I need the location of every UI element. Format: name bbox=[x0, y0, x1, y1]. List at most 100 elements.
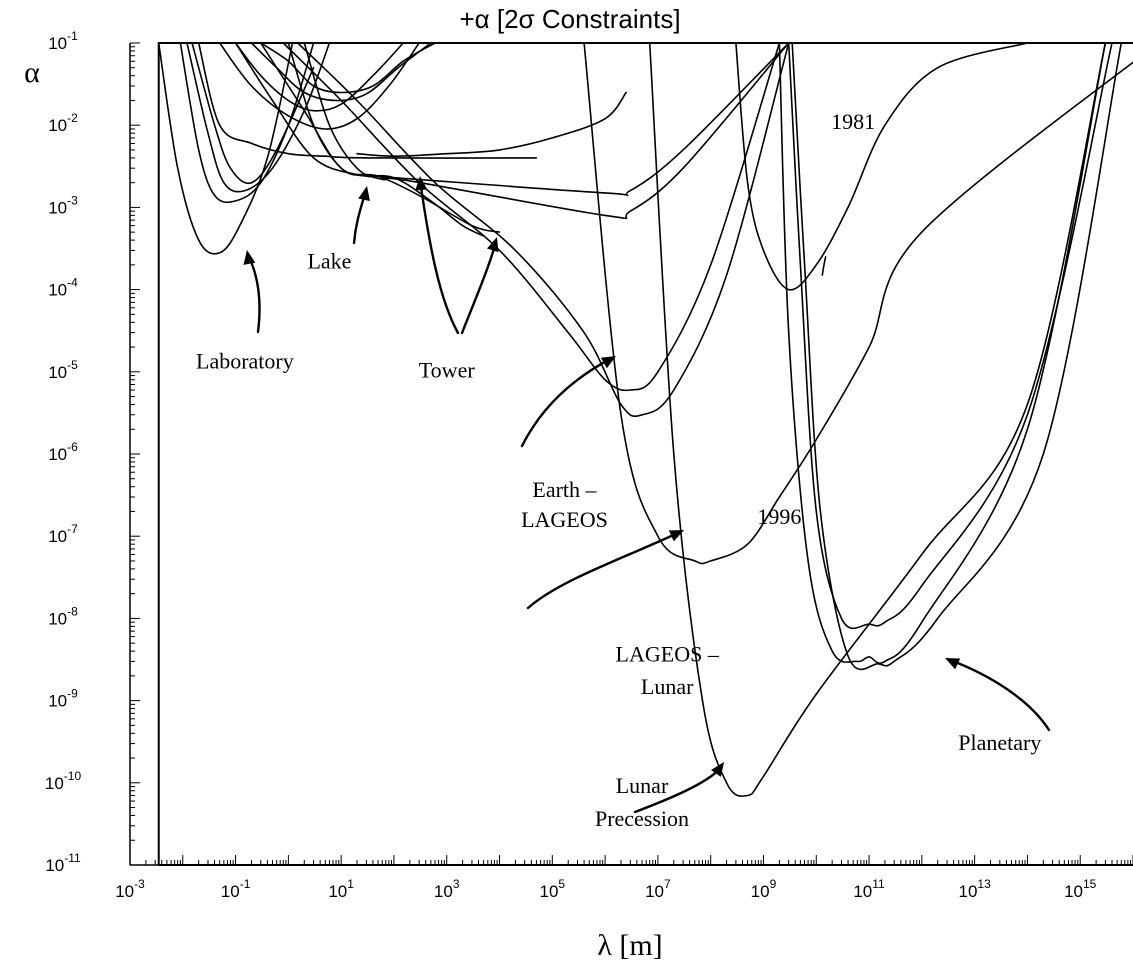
y-tick-label: 10-8 bbox=[48, 604, 78, 628]
y-tick-base: 10 bbox=[48, 445, 67, 464]
y-tick-exponent: -3 bbox=[67, 193, 78, 207]
annotation-label: Laboratory bbox=[196, 348, 294, 373]
y-tick-base: 10 bbox=[48, 363, 67, 382]
constraint-curve-13 bbox=[287, 43, 790, 197]
y-tick-exponent: -1 bbox=[67, 29, 78, 43]
constraint-curve-14 bbox=[303, 43, 790, 220]
annotation-label: Lake bbox=[307, 249, 351, 274]
x-tick-base: 10 bbox=[645, 882, 664, 901]
y-tick-exponent: -6 bbox=[67, 440, 78, 454]
x-tick-base: 10 bbox=[221, 882, 240, 901]
annotation-label: LAGEOS – bbox=[616, 641, 720, 666]
annotation-label: Planetary bbox=[958, 730, 1041, 755]
constraint-curve-1 bbox=[157, 43, 294, 255]
x-tick-base: 10 bbox=[1064, 882, 1083, 901]
x-tick-label: 101 bbox=[328, 877, 354, 901]
y-tick-label: 10-2 bbox=[48, 111, 78, 135]
constraint-curve-22 bbox=[791, 43, 1123, 671]
x-tick-label: 10-3 bbox=[115, 877, 145, 901]
y-tick-base: 10 bbox=[48, 281, 67, 300]
y-tick-exponent: -11 bbox=[64, 851, 81, 865]
annotation-label: Tower bbox=[419, 358, 476, 383]
constraint-curves bbox=[157, 43, 1133, 798]
x-tick-base: 10 bbox=[115, 882, 134, 901]
annotation-label: 1996 bbox=[757, 504, 801, 529]
x-tick-exponent: 11 bbox=[872, 877, 885, 891]
y-tick-label: 10-5 bbox=[48, 358, 78, 382]
annotations: Laboratory Lake Tower Earth – LAGEOS 1981 1996… bbox=[196, 109, 1041, 831]
y-tick-exponent: -7 bbox=[67, 522, 78, 536]
x-tick-label: 103 bbox=[434, 877, 460, 901]
constraint-curve-15 bbox=[282, 43, 781, 392]
y-tick-label: 10-4 bbox=[48, 276, 78, 300]
constraint-curve-18 bbox=[648, 43, 1107, 798]
x-tick-base: 10 bbox=[328, 882, 347, 901]
arrow-head bbox=[711, 762, 724, 777]
x-tick-base: 10 bbox=[434, 882, 453, 901]
x-tick-exponent: 5 bbox=[558, 877, 565, 891]
x-tick-label: 10-1 bbox=[221, 877, 251, 901]
y-tick-base: 10 bbox=[48, 692, 67, 711]
x-tick-exponent: -3 bbox=[134, 877, 145, 891]
constraint-curve-20 bbox=[778, 43, 1107, 664]
x-tick-exponent: 13 bbox=[977, 877, 991, 891]
constraint-curve-9 bbox=[260, 43, 436, 94]
y-tick-base: 10 bbox=[48, 198, 67, 217]
constraint-curve-21 bbox=[787, 43, 1113, 630]
y-tick-label: 10-1 bbox=[48, 29, 78, 53]
constraint-curve-10 bbox=[356, 91, 627, 157]
x-tick-exponent: 3 bbox=[453, 877, 460, 891]
y-tick-exponent: -5 bbox=[67, 358, 78, 372]
y-tick-base: 10 bbox=[48, 116, 67, 135]
y-tick-base: 10 bbox=[48, 34, 67, 53]
constraint-curve-4 bbox=[191, 43, 315, 185]
annotation-label: LAGEOS bbox=[521, 507, 608, 532]
annotation-arrow bbox=[526, 530, 682, 610]
annotation-arrow bbox=[460, 240, 498, 335]
x-tick-base: 10 bbox=[853, 882, 872, 901]
annotation-arrow bbox=[520, 356, 614, 448]
y-tick-exponent: -2 bbox=[67, 111, 78, 125]
x-tick-label: 107 bbox=[645, 877, 671, 901]
arrow-head bbox=[415, 176, 428, 191]
annotation-arrow bbox=[418, 178, 460, 335]
x-tick-base: 10 bbox=[958, 882, 977, 901]
arrow-head bbox=[945, 658, 961, 670]
annotation-label: Precession bbox=[595, 806, 689, 831]
y-tick-label: 10-3 bbox=[48, 193, 78, 217]
constraint-curve-23 bbox=[821, 256, 827, 276]
x-axis-label: λ [m] bbox=[597, 929, 662, 962]
x-tick-label: 1013 bbox=[958, 877, 991, 901]
x-tick-label: 1015 bbox=[1064, 877, 1097, 901]
arrow-head bbox=[358, 186, 370, 201]
constraint-curve-5 bbox=[197, 43, 538, 159]
x-tick-base: 10 bbox=[751, 882, 770, 901]
y-tick-label: 10-11 bbox=[45, 851, 81, 875]
axes: 10-3 10-1 101 103 105 107 109 1011 1013 101510-11… bbox=[45, 29, 1133, 901]
constraint-curve-19 bbox=[735, 43, 1029, 291]
x-tick-label: 1011 bbox=[853, 877, 885, 901]
x-tick-exponent: 9 bbox=[770, 877, 777, 891]
x-tick-base: 10 bbox=[540, 882, 559, 901]
y-tick-label: 10-7 bbox=[48, 522, 78, 546]
constraint-curve-7 bbox=[234, 43, 404, 112]
x-tick-exponent: 7 bbox=[664, 877, 671, 891]
annotation-label: Lunar bbox=[616, 773, 669, 798]
y-tick-label: 10-6 bbox=[48, 440, 78, 464]
constraint-curve-16 bbox=[296, 43, 790, 418]
y-tick-base: 10 bbox=[48, 527, 67, 546]
x-tick-exponent: 1 bbox=[347, 877, 354, 891]
arrow-head bbox=[600, 356, 616, 369]
arrow-head bbox=[668, 530, 684, 542]
constraint-curve-17 bbox=[583, 43, 1133, 565]
constraint-curve-6 bbox=[218, 43, 420, 130]
annotation-arrows bbox=[243, 176, 1051, 814]
y-tick-label: 10-10 bbox=[45, 769, 82, 793]
y-axis-label: α bbox=[24, 56, 40, 89]
y-tick-base: 10 bbox=[45, 774, 64, 793]
y-tick-exponent: -10 bbox=[64, 769, 82, 783]
arrow-head bbox=[243, 250, 256, 265]
annotation-label: 1981 bbox=[831, 109, 875, 134]
x-tick-exponent: 15 bbox=[1083, 877, 1097, 891]
